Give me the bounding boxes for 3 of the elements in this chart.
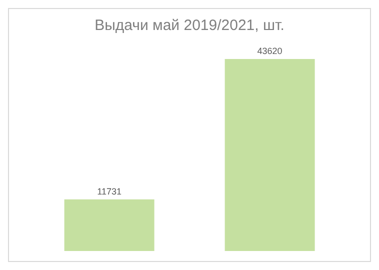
data-label: 43620	[257, 46, 282, 56]
chart-title: Выдачи май 2019/2021, шт.	[94, 16, 286, 36]
data-label: 11731	[97, 186, 122, 196]
